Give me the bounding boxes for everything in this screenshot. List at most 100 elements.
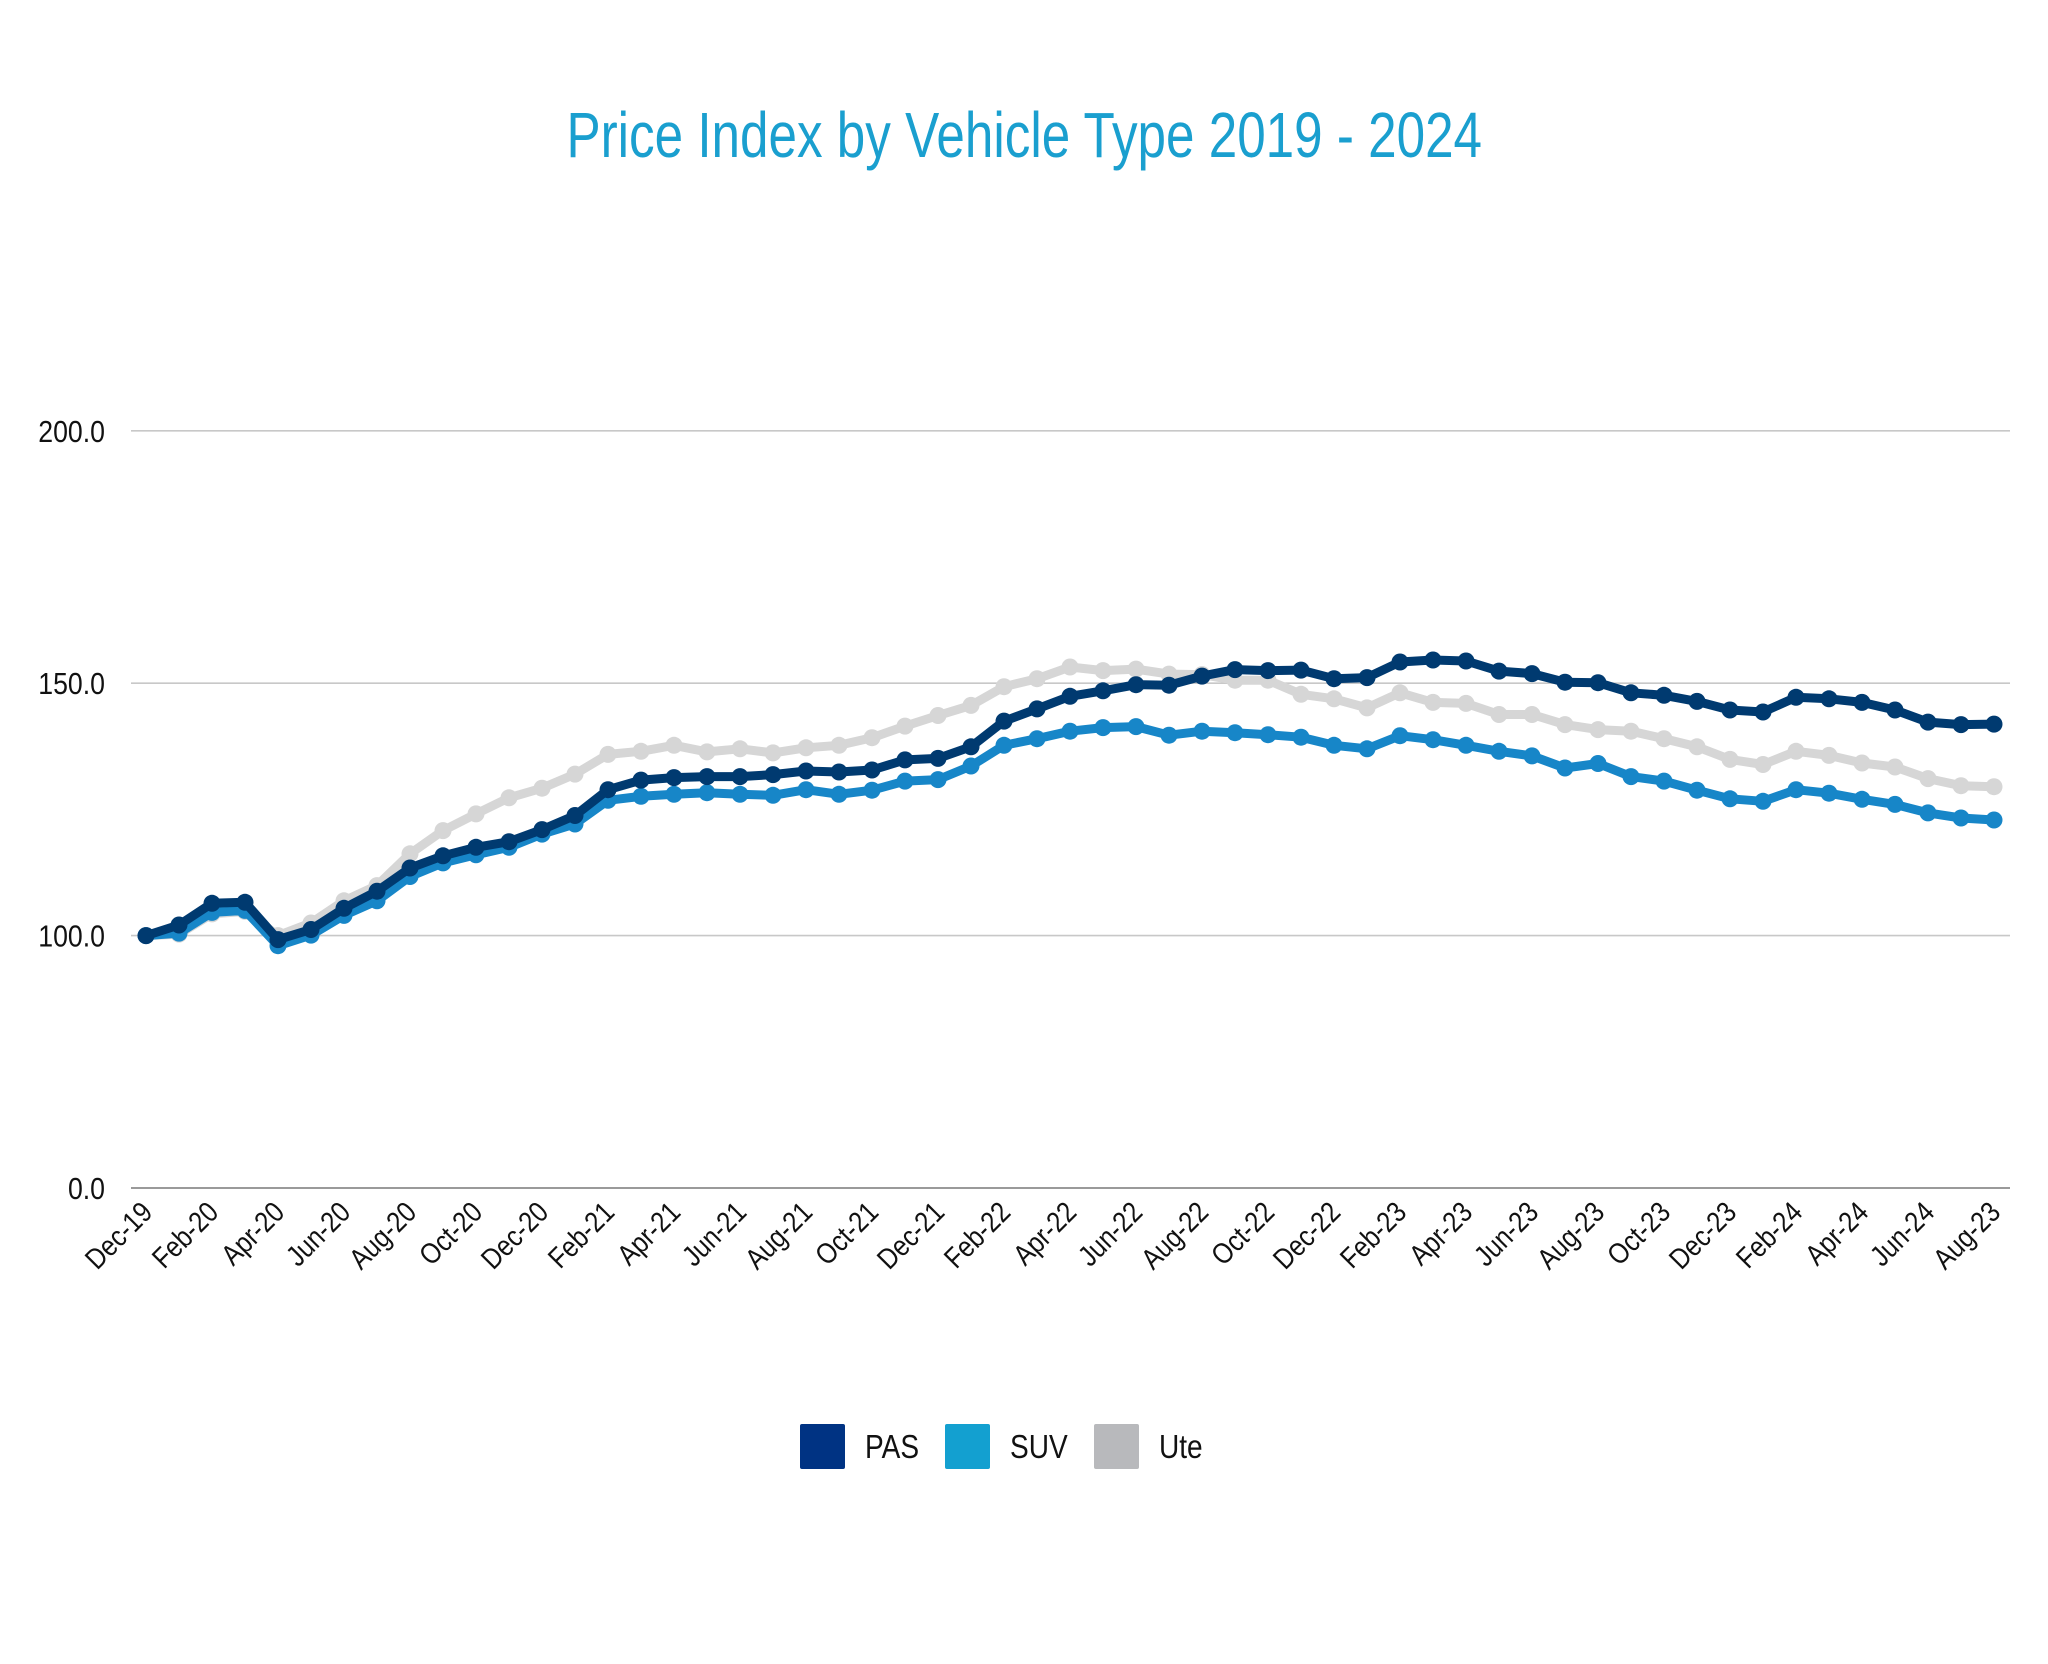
data-point-pas: [863, 761, 881, 779]
data-point-ute: [1820, 746, 1838, 764]
legend-label-pas: PAS: [865, 1427, 920, 1465]
chart-title: Price Index by Vehicle Type 2019 - 2024: [0, 98, 2048, 172]
x-tick-label: Dec-20: [475, 1196, 555, 1276]
data-point-pas: [401, 859, 419, 877]
data-point-suv: [764, 786, 782, 804]
data-point-suv: [896, 772, 914, 790]
data-point-pas: [137, 927, 155, 945]
data-point-ute: [1523, 706, 1541, 723]
data-point-pas: [1853, 693, 1871, 711]
data-point-pas: [533, 821, 551, 839]
legend: PAS SUV Ute: [0, 1424, 2048, 1469]
data-point-pas: [302, 921, 320, 938]
x-tick-label: Apr-23: [1403, 1196, 1479, 1272]
data-point-pas: [1754, 703, 1772, 721]
data-point-pas: [1391, 653, 1409, 671]
data-point-pas: [1424, 651, 1442, 669]
data-point-pas: [665, 769, 683, 787]
x-tick-label: Dec-19: [79, 1196, 159, 1276]
y-tick-label: 200.0: [38, 415, 105, 449]
series-pas: [137, 651, 2003, 949]
data-point-pas: [797, 762, 815, 780]
data-point-ute: [1886, 758, 1904, 776]
data-point-ute: [731, 740, 749, 758]
data-point-suv: [929, 771, 947, 789]
x-tick-label: Jun-20: [280, 1196, 357, 1273]
x-tick-label: Dec-21: [871, 1196, 951, 1276]
data-point-suv: [1490, 742, 1508, 760]
data-point-ute: [929, 707, 947, 724]
data-point-suv: [1820, 784, 1838, 802]
data-point-pas: [1622, 684, 1640, 702]
data-point-pas: [962, 738, 980, 756]
data-point-ute: [962, 696, 980, 714]
data-point-suv: [698, 784, 716, 802]
data-point-ute: [1325, 690, 1343, 708]
data-point-suv: [1622, 768, 1640, 786]
x-tick-label: Feb-21: [542, 1196, 621, 1275]
x-tick-label: Feb-23: [1334, 1196, 1413, 1275]
data-point-pas: [698, 768, 716, 786]
x-tick-label: Feb-22: [938, 1196, 1017, 1275]
data-point-suv: [1259, 726, 1277, 744]
data-point-pas: [896, 751, 914, 769]
gridlines: [131, 429, 2010, 1189]
x-tick-label: Aug-23: [1927, 1196, 2007, 1276]
x-tick-label: Apr-22: [1007, 1196, 1083, 1272]
data-point-pas: [1094, 682, 1112, 700]
data-point-ute: [434, 822, 452, 840]
data-point-pas: [1589, 674, 1607, 692]
data-point-ute: [698, 743, 716, 761]
data-point-pas: [632, 771, 650, 789]
series-group: [137, 651, 2003, 955]
data-point-ute: [599, 745, 617, 763]
data-point-ute: [632, 742, 650, 760]
data-point-pas: [1919, 713, 1937, 731]
data-point-ute: [1457, 694, 1475, 712]
data-point-pas: [368, 882, 386, 900]
data-point-suv: [1325, 736, 1343, 754]
data-point-pas: [1358, 669, 1376, 687]
data-point-pas: [1292, 661, 1310, 679]
legend-item-pas[interactable]: PAS: [800, 1424, 929, 1469]
data-point-ute: [1094, 662, 1112, 680]
legend-swatch-suv: [944, 1424, 990, 1469]
data-point-pas: [1952, 716, 1970, 734]
legend-item-ute[interactable]: Ute: [1093, 1424, 1210, 1469]
data-point-suv: [1127, 718, 1145, 736]
data-point-suv: [1919, 804, 1937, 822]
data-point-pas: [1556, 673, 1574, 691]
data-point-suv: [1952, 809, 1970, 827]
data-point-pas: [929, 749, 947, 767]
y-tick-label: 0.0: [68, 1172, 105, 1206]
data-point-ute: [467, 805, 485, 823]
data-point-pas: [335, 899, 353, 917]
data-point-suv: [1985, 811, 2003, 829]
data-point-suv: [1028, 730, 1046, 748]
data-point-ute: [1919, 770, 1937, 788]
data-point-ute: [1787, 742, 1805, 760]
x-tick-label: Jun-24: [1864, 1196, 1941, 1273]
data-point-suv: [1886, 795, 1904, 813]
data-point-ute: [1391, 684, 1409, 702]
data-point-suv: [1193, 722, 1211, 740]
legend-item-suv[interactable]: SUV: [944, 1424, 1078, 1469]
data-point-pas: [599, 781, 617, 799]
data-point-pas: [1028, 700, 1046, 718]
x-tick-label: Aug-20: [343, 1196, 423, 1276]
data-point-suv: [995, 736, 1013, 754]
data-point-ute: [764, 744, 782, 762]
data-point-suv: [1655, 772, 1673, 790]
data-point-ute: [1853, 754, 1871, 772]
x-tick-label: Aug-22: [1135, 1196, 1215, 1276]
data-point-suv: [1094, 719, 1112, 737]
data-point-ute: [1721, 750, 1739, 768]
data-point-suv: [665, 785, 683, 803]
data-point-suv: [1424, 731, 1442, 749]
data-point-pas: [1127, 676, 1145, 694]
data-point-suv: [962, 757, 980, 775]
data-point-pas: [1061, 687, 1079, 705]
data-point-ute: [500, 789, 518, 807]
data-point-pas: [1688, 692, 1706, 710]
